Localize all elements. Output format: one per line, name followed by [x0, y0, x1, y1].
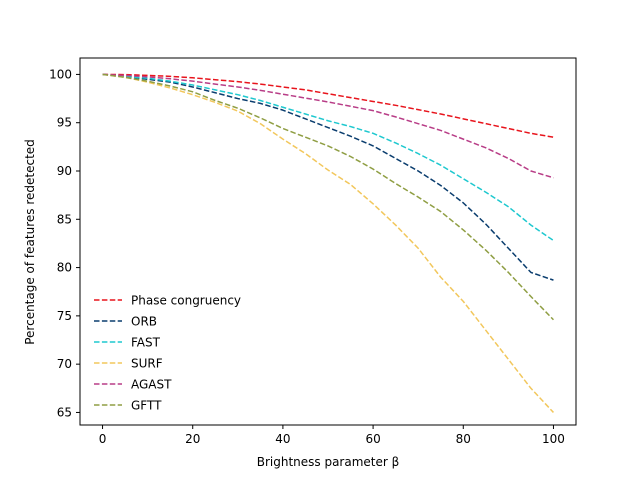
legend-label-phase-congruency: Phase congruency — [131, 294, 241, 308]
x-tick-label: 100 — [542, 432, 565, 446]
axis-ticks: 0 20 40 60 80 100 65 70 75 80 85 90 95 100 — [49, 67, 565, 446]
series-line-surf — [102, 73, 554, 413]
y-tick-label: 80 — [57, 261, 72, 275]
x-tick-label: 20 — [185, 432, 200, 446]
y-tick-label: 90 — [57, 164, 72, 178]
series-line-phase-congruency — [102, 73, 554, 138]
legend-label-agast: AGAST — [131, 378, 172, 392]
plot-area-frame — [79, 57, 577, 426]
series-lines — [102, 73, 554, 413]
x-tick-label: 40 — [275, 432, 290, 446]
y-tick-label: 95 — [57, 116, 72, 130]
y-axis-label: Percentage of features redetected — [23, 139, 37, 345]
y-tick-label: 100 — [49, 67, 72, 81]
x-axis-label: Brightness parameter β — [257, 455, 400, 469]
legend-label-gftt: GFTT — [131, 399, 162, 413]
legend-label-orb: ORB — [131, 315, 157, 329]
legend-label-surf: SURF — [131, 357, 163, 371]
series-line-orb — [102, 73, 554, 281]
y-tick-label: 65 — [57, 405, 72, 419]
y-tick-label: 85 — [57, 212, 72, 226]
legend: Phase congruency ORB FAST SURF AGAST GFTT — [94, 294, 241, 413]
series-line-gftt — [102, 73, 554, 321]
x-tick-label: 60 — [365, 432, 380, 446]
y-tick-label: 70 — [57, 357, 72, 371]
legend-label-fast: FAST — [131, 336, 161, 350]
x-tick-label: 80 — [456, 432, 471, 446]
series-line-fast — [102, 73, 554, 242]
y-tick-label: 75 — [57, 309, 72, 323]
series-line-agast — [102, 73, 554, 179]
x-tick-label: 0 — [99, 432, 107, 446]
